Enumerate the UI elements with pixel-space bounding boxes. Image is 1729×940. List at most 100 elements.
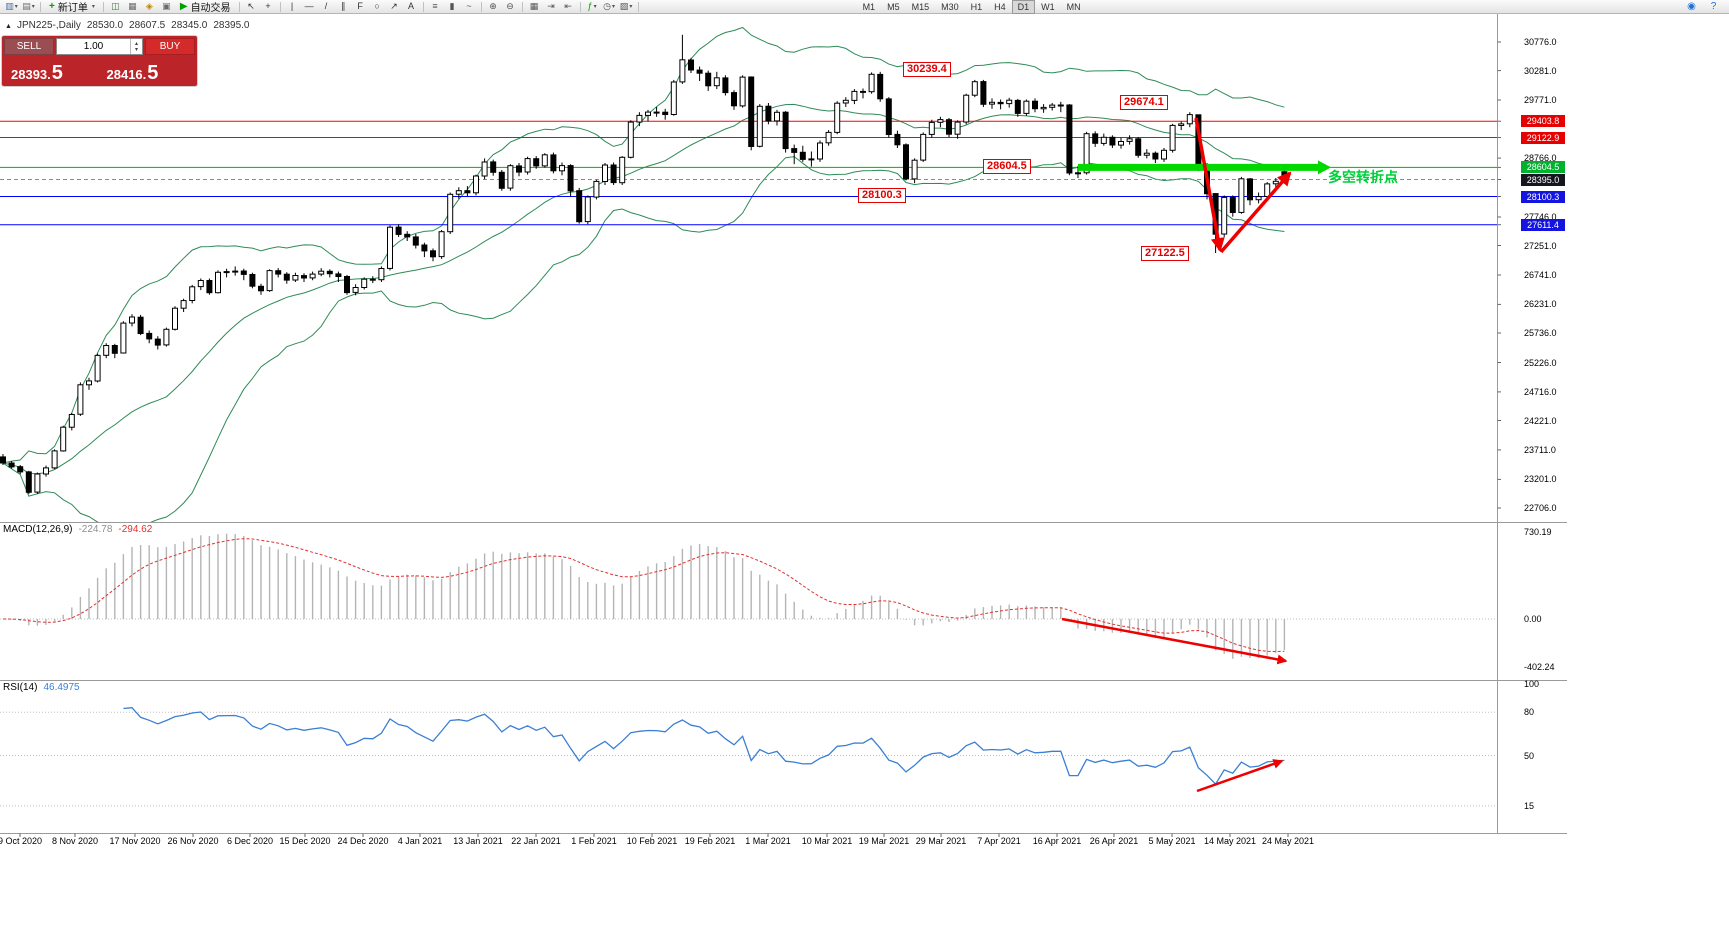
candle (266, 270, 273, 292)
help-icon[interactable]: ? (1710, 0, 1717, 12)
profiles-icon[interactable]: ▤ ▾ (21, 1, 36, 13)
tile-windows-icon[interactable]: ▦ (527, 1, 542, 13)
candle (283, 273, 290, 281)
candle (817, 142, 823, 160)
toolbar-right-group: ◉? (1683, 1, 1726, 13)
volume-up-icon[interactable]: ▴ (134, 40, 138, 47)
cursor-icon[interactable]: ↖ (244, 1, 259, 13)
channel-icon[interactable]: ∥ (336, 1, 351, 13)
volume-value[interactable]: 1.00 (83, 41, 104, 52)
candle (275, 270, 282, 275)
line-chart-icon[interactable]: ~ (462, 1, 477, 13)
candle (834, 102, 841, 133)
collapse-panel-icon[interactable]: ▲ (5, 23, 12, 30)
candle (868, 73, 875, 93)
market-watch-icon[interactable]: ◫ (108, 1, 123, 13)
candle (25, 471, 32, 493)
crosshair-icon: + (265, 1, 271, 11)
timeframe-m15[interactable]: M15 (911, 1, 930, 12)
data-window-icon[interactable]: ▦ (125, 1, 140, 13)
rsi-value: 46.4975 (43, 682, 80, 693)
candle (249, 274, 256, 287)
buy-button[interactable]: BUY (145, 38, 195, 55)
candle (1109, 136, 1116, 146)
indicators-icon[interactable]: ƒ ▾ (585, 1, 600, 13)
candle (516, 165, 522, 173)
zoom-in-icon[interactable]: ⊕ (486, 1, 501, 13)
trendline-icon[interactable]: / (319, 1, 334, 13)
candle (541, 154, 548, 167)
time-axis[interactable] (0, 834, 1497, 854)
timeframe-h1[interactable]: H1 (970, 1, 983, 12)
candle (137, 316, 144, 335)
shapes-icon[interactable]: ○ (370, 1, 385, 13)
candle (1238, 178, 1245, 213)
candle (670, 81, 677, 115)
buy-price-button[interactable]: 28416. 5 (100, 56, 196, 84)
candle (197, 280, 204, 288)
timeframe-w1[interactable]: W1 (1041, 1, 1055, 12)
new-chart-icon[interactable]: ▥ ▾ (4, 1, 19, 13)
candle (120, 322, 127, 354)
candle (679, 59, 686, 83)
volume-down-icon[interactable]: ▾ (134, 46, 138, 53)
periods-icon[interactable]: ◷ ▾ (602, 1, 617, 13)
candle (1014, 99, 1021, 114)
auto-scroll-icon[interactable]: ⇥ (544, 1, 559, 13)
candle (911, 159, 918, 180)
one-click-trading-panel: SELL 1.00 ▴ ▾ BUY 28393. 5 28416. 5 (2, 36, 197, 86)
candle (627, 121, 634, 158)
timeframe-h4[interactable]: H4 (994, 1, 1006, 12)
sell-price-big-digit: 5 (51, 62, 63, 84)
timeframe-m30[interactable]: M30 (941, 1, 959, 12)
volume-input[interactable]: 1.00 ▴ ▾ (56, 38, 143, 55)
community-icon[interactable]: ◉ (1687, 0, 1696, 12)
vertical-line-icon[interactable]: | (285, 1, 300, 13)
new-order-button-label: 新订单 (57, 3, 88, 14)
candle (1066, 104, 1073, 174)
macd-pane[interactable] (0, 533, 1497, 659)
candle (937, 119, 944, 123)
terminal-icon[interactable]: ▣ (159, 1, 174, 13)
candle (1092, 133, 1099, 144)
candle (1255, 196, 1262, 201)
toolbar: ▥ ▾ ▤ ▾ + 新订单 ▾ ◫ ▦ ◈ ▣ ▶ 自动交易 ↖ + | — / ∥ F ○ ↗ A ≡ ▮ ~ ⊕ ⊖ ▦ ⇥ ⇤ ƒ ▾ ◷ ▾… (0, 0, 1729, 14)
candle (473, 175, 479, 194)
volume-stepper[interactable]: ▴ ▾ (130, 39, 142, 54)
rsi-pane[interactable] (0, 707, 1497, 807)
timeframe-d1[interactable]: D1 (1011, 0, 1036, 14)
sell-price-button[interactable]: 28393. 5 (4, 56, 100, 84)
horizontal-line-icon[interactable]: — (302, 1, 317, 13)
main-pane[interactable] (0, 26, 1497, 529)
timeframe-m5[interactable]: M5 (887, 1, 900, 12)
crosshair-icon[interactable]: + (261, 1, 276, 13)
candle (361, 278, 368, 289)
price-scale[interactable] (1497, 14, 1567, 834)
bar-chart-icon[interactable]: ≡ (428, 1, 443, 13)
candle (1178, 123, 1185, 127)
candle (1023, 100, 1030, 114)
bollinger-middle-band (2, 103, 1285, 475)
chart-shift-icon[interactable]: ⇤ (561, 1, 576, 13)
buy-price-big-digit: 5 (147, 62, 159, 84)
candle (498, 171, 505, 189)
sell-button[interactable]: SELL (4, 38, 54, 55)
candlestick-icon[interactable]: ▮ (445, 1, 460, 13)
candle (696, 69, 703, 74)
navigator-icon[interactable]: ◈ (142, 1, 157, 13)
zoom-out-icon[interactable]: ⊖ (503, 1, 518, 13)
fibonacci-icon[interactable]: F (353, 1, 368, 13)
templates-icon[interactable]: ▨ ▾ (619, 1, 634, 13)
toolbar-main-group: ▥ ▾ ▤ ▾ + 新订单 ▾ ◫ ▦ ◈ ▣ ▶ 自动交易 ↖ + | — / ∥ F ○ ↗ A ≡ ▮ ~ ⊕ ⊖ ▦ ⇥ ⇤ ƒ ▾ ◷ ▾… (3, 1, 642, 14)
timeframe-mn[interactable]: MN (1066, 1, 1081, 12)
text-icon[interactable]: A (404, 1, 419, 13)
timeframe-m1[interactable]: M1 (862, 1, 876, 12)
new-order-button[interactable]: + 新订单 ▾ (44, 1, 100, 14)
macd-signal-value: -294.62 (118, 524, 153, 535)
candle (1006, 99, 1013, 105)
candle (0, 456, 6, 464)
arrows-icon[interactable]: ↗ (387, 1, 402, 13)
candle (60, 426, 67, 452)
autotrading-button[interactable]: ▶ 自动交易 (175, 1, 236, 14)
